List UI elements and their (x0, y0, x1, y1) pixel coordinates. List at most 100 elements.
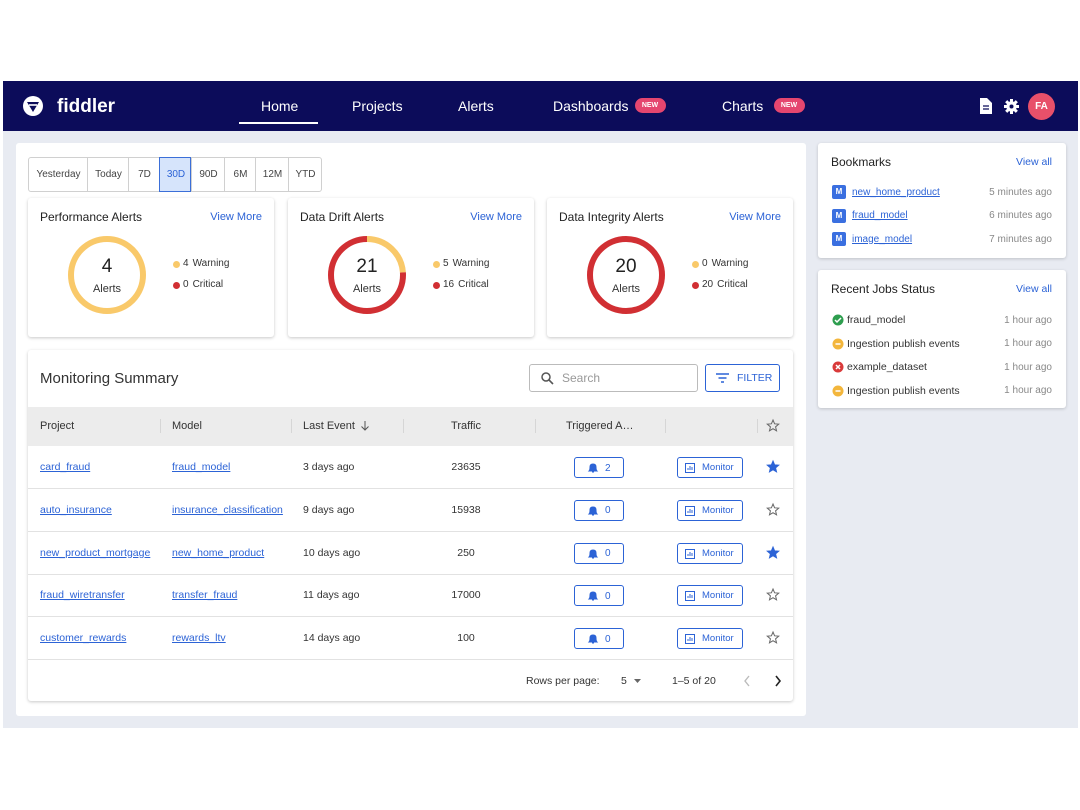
model-link[interactable]: fraud_model (172, 461, 231, 473)
search-box[interactable] (529, 364, 698, 392)
bell (587, 548, 599, 558)
settings-icon[interactable] (1004, 99, 1019, 114)
time-filter-label: 6M (233, 169, 248, 180)
jobs-link[interactable]: View all (1016, 283, 1052, 295)
monitoring-title: Monitoring Summary (40, 369, 179, 387)
alert-card-link[interactable]: View More (729, 210, 781, 223)
star-icon[interactable] (766, 418, 780, 433)
nav-badge-text: NEW (641, 102, 659, 109)
rows-per-page[interactable]: 5 (621, 675, 627, 687)
column-header[interactable]: Last Event (303, 419, 355, 432)
alert-total: 20 (615, 255, 637, 277)
nav-item[interactable]: Alerts (458, 97, 494, 114)
bookmarks-link[interactable]: View all (1016, 156, 1052, 168)
monitor-button[interactable]: Monitor (677, 499, 743, 521)
model-link[interactable]: insurance_classification (172, 503, 283, 516)
alerts-button[interactable]: 0 (574, 542, 624, 564)
nav-item[interactable]: Dashboards (553, 97, 629, 114)
time-filter-label: 90D (199, 169, 218, 180)
monitor-label: Monitor (702, 590, 734, 602)
next-page[interactable] (775, 675, 782, 687)
lens (541, 372, 551, 382)
project-link[interactable]: new_product_mortgage (40, 546, 151, 559)
time-filter-button[interactable]: 90D (191, 157, 225, 192)
alerts-button[interactable]: 0 (574, 585, 624, 607)
column-divider (160, 419, 161, 433)
bookmark-name[interactable]: fraud_model (852, 210, 908, 221)
alert-card-title: Data Drift Alerts (300, 210, 385, 224)
time-filter-button[interactable]: Yesterday (28, 157, 88, 192)
row-divider (28, 530, 793, 532)
column-header[interactable]: Model (172, 419, 202, 432)
row-divider (28, 659, 793, 660)
model-link[interactable]: transfer_fraud (172, 589, 238, 602)
time-filter-button[interactable]: YTD (288, 157, 322, 192)
job-status-icon (832, 361, 844, 373)
monitor-label: Monitor (702, 547, 734, 559)
legend-dot (692, 260, 699, 268)
column-header[interactable]: Triggered A… (566, 419, 634, 432)
nav-item[interactable]: Charts (722, 97, 764, 114)
column-header[interactable]: Project (40, 419, 75, 432)
project-link[interactable]: fraud_wiretransfer (40, 589, 125, 602)
bookmark-name[interactable]: image_model (852, 233, 913, 245)
model-link[interactable]: new_home_product (172, 546, 265, 559)
job-name: example_dataset (847, 361, 927, 373)
prev-page[interactable] (744, 675, 750, 687)
caret (634, 679, 641, 683)
avatar[interactable]: FA (1028, 93, 1055, 120)
chart-frame (685, 505, 695, 516)
legend-warning: Warning (711, 258, 749, 269)
monitor-button[interactable]: Monitor (677, 457, 743, 478)
alerts-button[interactable]: 2 (574, 457, 624, 478)
nav-badge: NEW (774, 98, 805, 113)
star-icon[interactable] (766, 459, 780, 474)
traffic: 15938 (451, 503, 481, 516)
legend-critical: Critical (192, 279, 224, 290)
avatar-initials: FA (1035, 101, 1048, 112)
bookmark-icon: M (832, 232, 846, 246)
alert-card-link[interactable]: View More (470, 210, 522, 223)
job-name: Ingestion publish events (847, 337, 960, 350)
bookmark-time: 5 minutes ago (989, 186, 1052, 198)
time-filter-button[interactable]: 6M (224, 157, 256, 192)
star-icon[interactable] (766, 502, 780, 517)
time-filter-button[interactable]: 7D (128, 157, 160, 192)
bookmark-time: 7 minutes ago (989, 233, 1052, 245)
alert-count: 0 (605, 590, 611, 602)
monitor-button[interactable]: Monitor (677, 628, 743, 649)
monitor-icon (685, 463, 695, 473)
nav-item[interactable]: Home (261, 97, 299, 114)
time-filter-button[interactable]: Today (87, 157, 129, 192)
last-event: 3 days ago (303, 461, 355, 473)
job-status-icon (832, 385, 844, 396)
project-link[interactable]: customer_rewards (40, 632, 127, 644)
chart-bars (687, 508, 693, 513)
monitor-icon (685, 505, 695, 516)
nav-item[interactable]: Projects (352, 97, 403, 114)
monitor-button[interactable]: Monitor (677, 542, 743, 564)
monitor-button[interactable]: Monitor (677, 585, 743, 607)
legend-text: 20 Critical (702, 277, 792, 293)
alerts-button[interactable]: 0 (574, 628, 624, 649)
traffic: 17000 (451, 589, 481, 602)
filter-button[interactable] (705, 364, 780, 392)
star-shape (766, 459, 780, 473)
job-name: Ingestion publish events (847, 384, 960, 397)
project-link[interactable]: auto_insurance (40, 503, 112, 516)
handle (548, 379, 554, 385)
chart-frame (685, 591, 695, 602)
alert-card-link[interactable]: View More (210, 210, 262, 223)
project-link[interactable]: card_fraud (40, 461, 91, 473)
docs-icon[interactable] (979, 98, 992, 114)
column-header[interactable]: Traffic (451, 419, 481, 432)
model-link[interactable]: rewards_ltv (172, 632, 226, 644)
star-icon[interactable] (766, 587, 780, 602)
star-icon[interactable] (766, 545, 780, 560)
time-filter-button[interactable]: 30D (159, 157, 191, 192)
bookmark-icon-letter: M (835, 187, 843, 196)
alerts-button[interactable]: 0 (574, 499, 624, 521)
chart-bars (687, 594, 693, 599)
bookmark-name[interactable]: new_home_product (852, 186, 940, 198)
star-icon[interactable] (766, 630, 780, 645)
